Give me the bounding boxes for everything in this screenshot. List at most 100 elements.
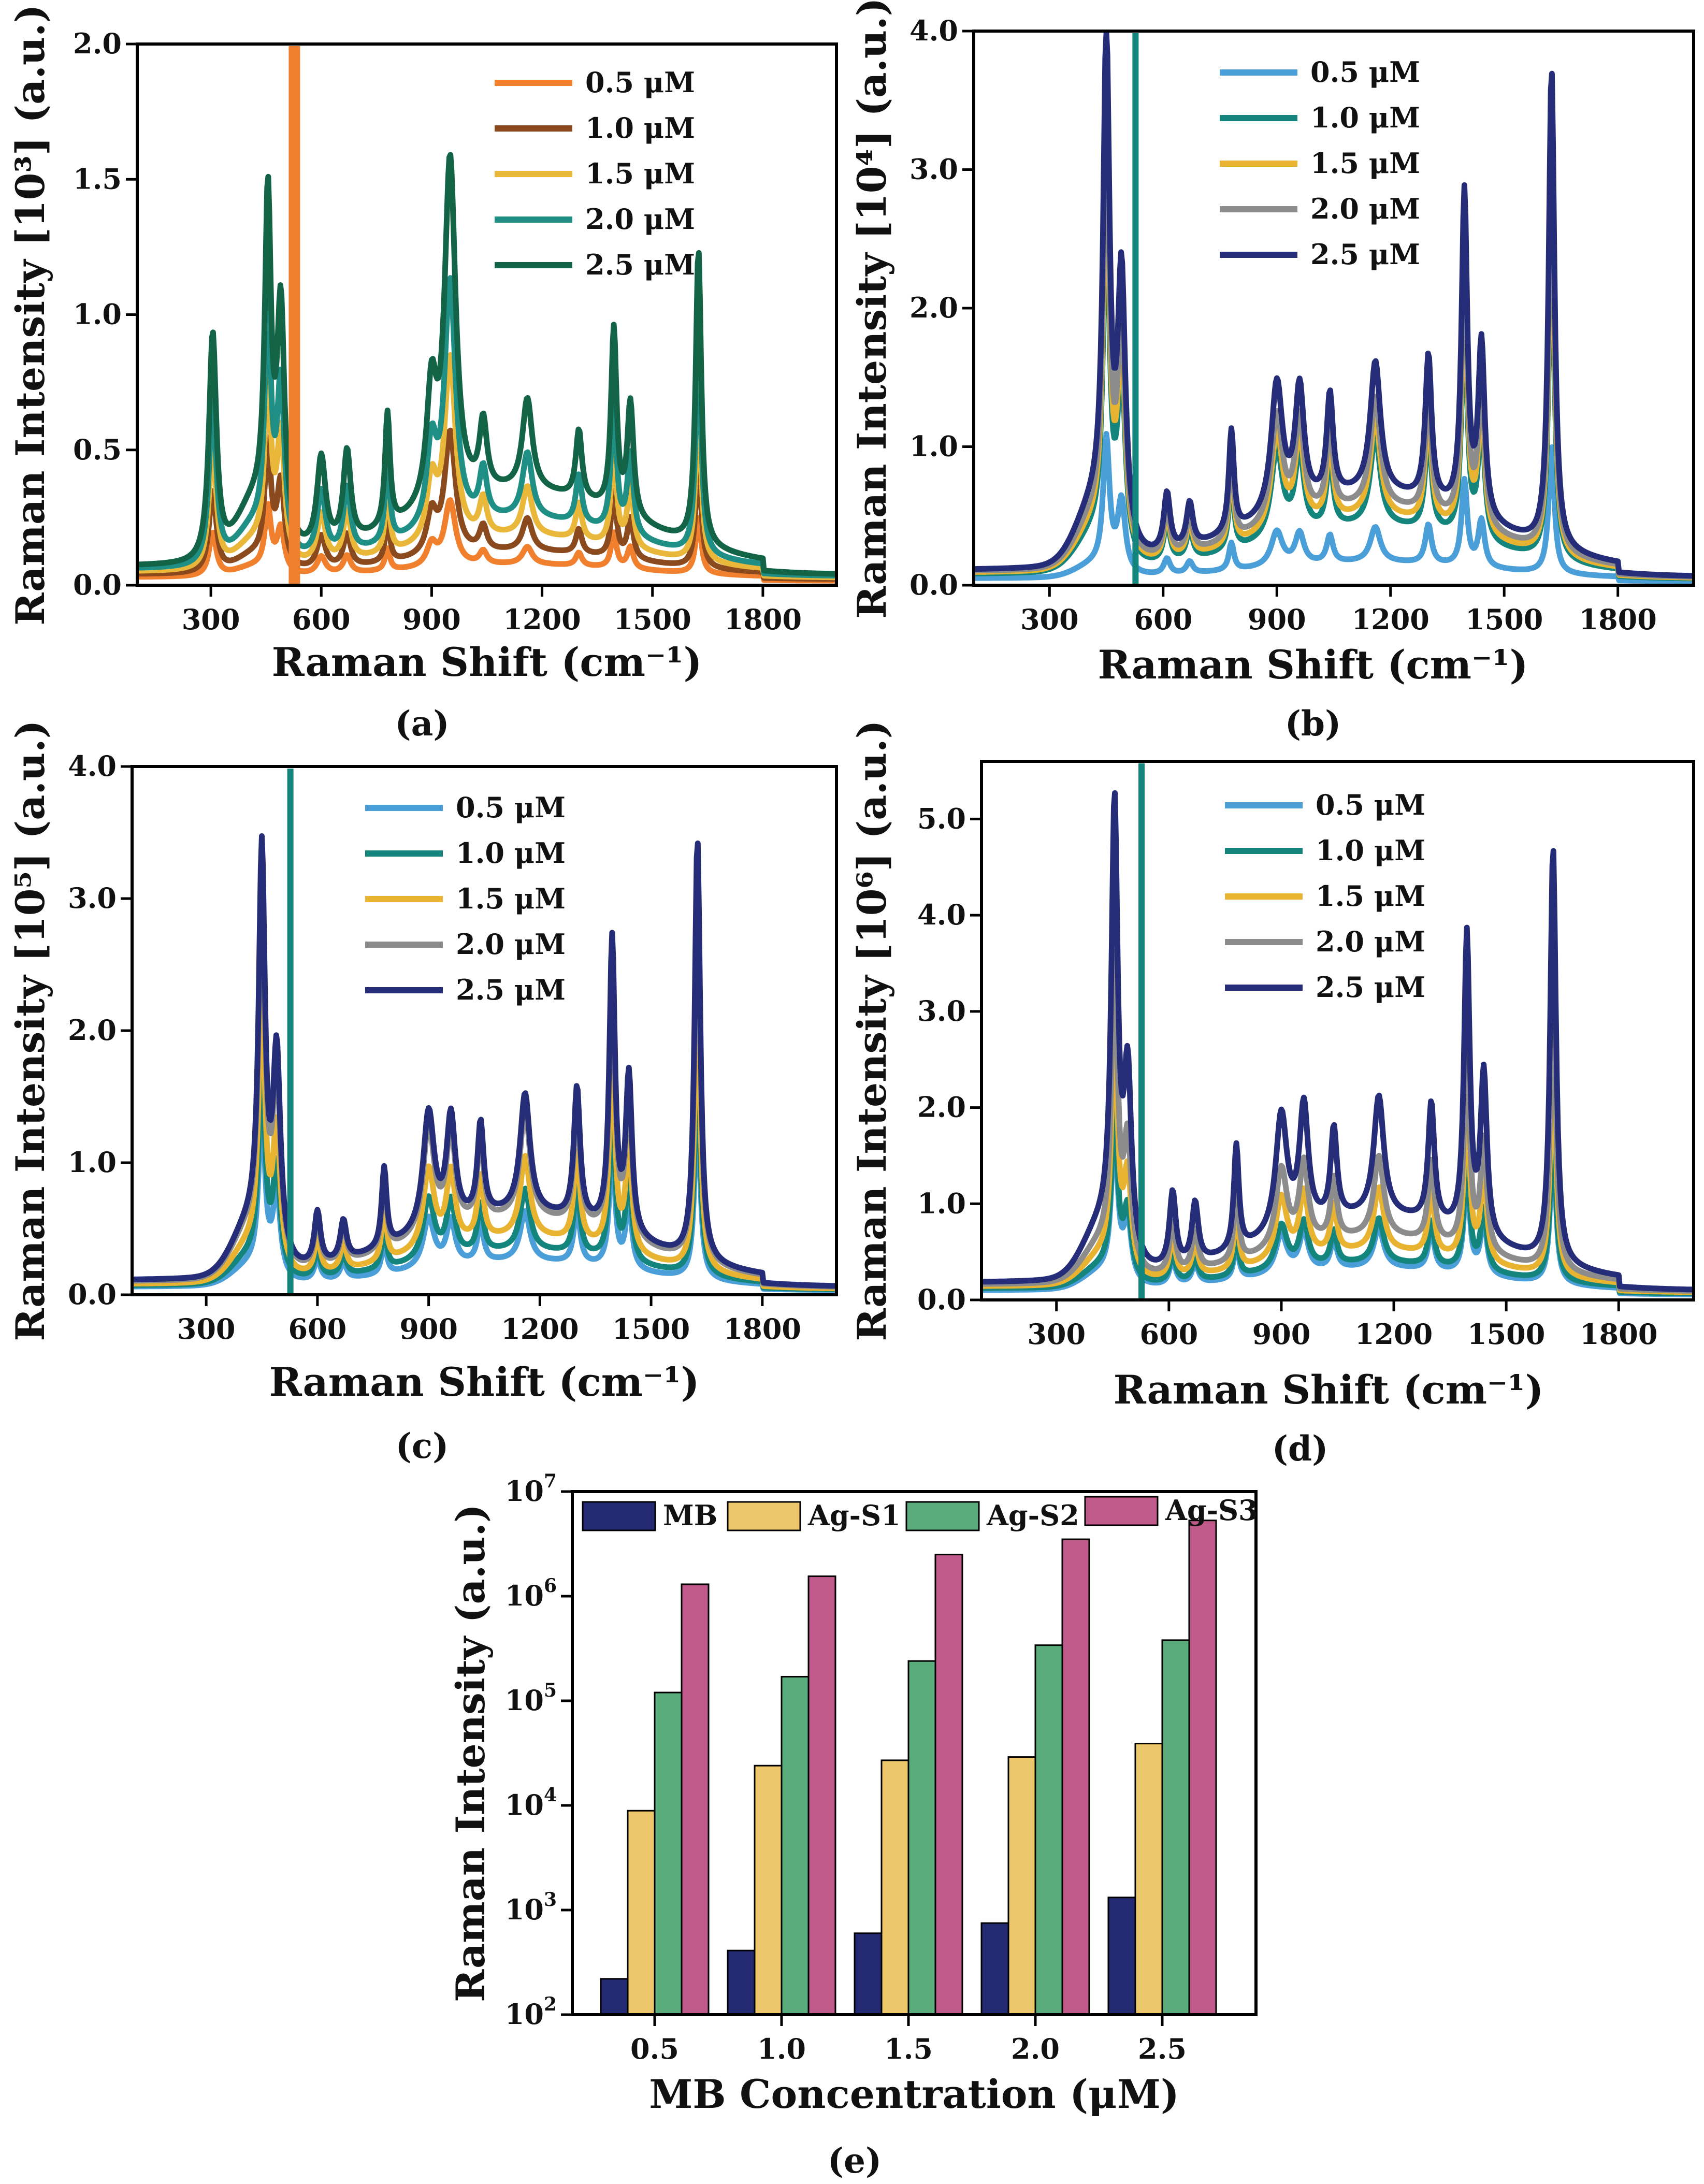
y-ticks-a: 0.0 0.5 1.0 1.5 2.0 [73, 27, 137, 601]
y-ticks-d: 0.0 1.0 2.0 3.0 4.0 5.0 [917, 802, 981, 1316]
x-ticks-b: 300 600 900 1200 1500 1800 [1020, 585, 1657, 636]
y-tick-label-b-1: 1.0 [909, 430, 958, 463]
panel-label-b: (b) [1285, 703, 1341, 744]
bar-ag-s1-2.0 [1007, 1756, 1036, 2016]
x-tick-label-a-2: 900 [402, 603, 461, 636]
legend-label-e-2: Ag-S2 [986, 1499, 1079, 1532]
panel-b: 300 600 900 1200 1500 1800 0.0 1.0 2.0 3… [849, 0, 1695, 744]
y-tick-exp-e-1: 3 [544, 1889, 557, 1911]
x-tick-label-c-3: 1200 [501, 1312, 579, 1346]
y-tick-label-e-2: 104 [505, 1784, 557, 1821]
legend-label-c-3: 2.0 μM [456, 928, 566, 961]
y-ticks-c: 0.0 1.0 2.0 3.0 4.0 [68, 749, 132, 1311]
y-tick-label-a-2: 1.0 [73, 298, 122, 331]
x-tick-label-d-0: 300 [1027, 1318, 1086, 1351]
panel-c: 300 600 900 1200 1500 1800 0.0 1.0 2.0 3… [7, 720, 838, 1466]
x-tick-label-b-2: 900 [1248, 603, 1306, 636]
bar-ag-s2-1.0 [781, 1675, 810, 2016]
legend-b: 0.5 μM 1.0 μM 1.5 μM 2.0 μM 2.5 μM [1220, 55, 1420, 271]
legend-a: 0.5 μM 1.0 μM 1.5 μM 2.0 μM 2.5 μM [495, 66, 695, 281]
y-tick-label-e-4: 106 [505, 1575, 557, 1612]
legend-label-a-3: 2.0 μM [585, 203, 695, 236]
y-tick-label-b-3: 3.0 [909, 153, 958, 186]
spectrum-c-0 [131, 1099, 837, 1293]
y-tick-label-a-4: 2.0 [73, 27, 122, 60]
y-tick-label-c-1: 1.0 [68, 1146, 117, 1179]
spectrum-b-0 [973, 431, 1695, 584]
x-tick-label-b-1: 600 [1134, 603, 1192, 636]
spectra-a [136, 46, 837, 585]
y-tick-exp-e-5: 7 [544, 1470, 557, 1492]
x-tick-label-e-1: 1.0 [757, 2032, 806, 2065]
legend-swatch-e-2 [905, 1501, 980, 1531]
y-tick-label-d-5: 5.0 [917, 802, 966, 835]
x-tick-label-c-1: 600 [288, 1312, 347, 1346]
legend-c: 0.5 μM 1.0 μM 1.5 μM 2.0 μM 2.5 μM [365, 791, 566, 1006]
spectra-c [131, 769, 837, 1295]
y-tick-label-c-3: 3.0 [68, 881, 117, 915]
legend-label-a-0: 0.5 μM [585, 66, 695, 99]
x-axis-label-d: Raman Shift (cm⁻¹) [1114, 1367, 1544, 1413]
x-tick-label-a-3: 1200 [503, 603, 581, 636]
x-ticks-c: 300 600 900 1200 1500 1800 [177, 1295, 801, 1346]
plot-frame-e [571, 1490, 1258, 2016]
y-tick-label-d-0: 0.0 [917, 1283, 966, 1316]
y-axis-label-c: Raman Intensity [10⁵] (a.u.) [7, 720, 53, 1341]
y-tick-label-d-2: 2.0 [917, 1091, 966, 1124]
y-tick-label-d-3: 3.0 [917, 994, 966, 1028]
legend-swatch-e-1 [727, 1501, 801, 1531]
y-tick-label-d-4: 4.0 [917, 898, 966, 931]
y-tick-label-e-3: 105 [505, 1680, 557, 1717]
y-axis-label-d: Raman Intensity [10⁶] (a.u.) [849, 720, 895, 1341]
x-tick-label-b-4: 1500 [1465, 603, 1543, 636]
bar-ag-s3-0.5 [681, 1583, 710, 2016]
spectrum-a-1 [136, 427, 837, 582]
x-tick-label-e-4: 2.5 [1138, 2032, 1187, 2065]
legend-label-d-1: 1.0 μM [1316, 834, 1425, 867]
spectrum-d-2 [980, 1024, 1695, 1295]
y-tick-label-a-0: 0.0 [73, 568, 122, 601]
x-tick-label-c-5: 1800 [724, 1312, 801, 1346]
bar-mb-1.5 [854, 1932, 883, 2016]
y-ticks-b: 0.0 1.0 2.0 3.0 4.0 [909, 14, 974, 601]
x-ticks-e: 0.5 1.0 1.5 2.0 2.5 [630, 2015, 1187, 2065]
legend-label-e-0: MB [663, 1499, 717, 1532]
legend-label-d-0: 0.5 μM [1316, 788, 1425, 821]
x-axis-label-e: MB Concentration (μM) [649, 2071, 1179, 2117]
y-tick-label-b-2: 2.0 [909, 291, 958, 324]
x-tick-label-a-1: 600 [292, 603, 351, 636]
y-axis-label-b: Raman Intensity [10⁴] (a.u.) [849, 0, 895, 619]
x-tick-label-b-5: 1800 [1579, 603, 1657, 636]
spectrum-a-0 [136, 497, 837, 584]
x-tick-label-d-1: 600 [1139, 1318, 1198, 1351]
x-tick-label-b-0: 300 [1020, 603, 1079, 636]
x-tick-label-a-0: 300 [182, 603, 240, 636]
bars-e [600, 1520, 1217, 2016]
bar-mb-1.0 [727, 1949, 756, 2016]
bar-ag-s2-1.5 [907, 1660, 936, 2016]
x-tick-label-a-4: 1500 [614, 603, 691, 636]
x-tick-label-c-0: 300 [177, 1312, 236, 1346]
y-tick-label-e-5: 107 [505, 1470, 557, 1508]
legend-label-d-3: 2.0 μM [1316, 925, 1425, 958]
legend-swatch-e-3 [1084, 1496, 1159, 1526]
bar-mb-0.5 [600, 1978, 629, 2016]
spectra-b [973, 30, 1695, 585]
panel-a: 300 600 900 1200 1500 1800 0.0 0.5 1.0 1… [7, 4, 838, 744]
bar-ag-s1-2.5 [1134, 1743, 1163, 2016]
bar-ag-s1-1.0 [754, 1764, 783, 2016]
y-tick-label-b-0: 0.0 [909, 568, 958, 601]
x-tick-label-e-3: 2.0 [1011, 2032, 1060, 2065]
x-tick-label-d-2: 900 [1252, 1318, 1311, 1351]
y-tick-exp-e-4: 6 [544, 1575, 557, 1597]
legend-swatch-e-0 [582, 1501, 656, 1531]
bar-ag-s3-1.5 [934, 1554, 963, 2016]
x-axis-label-c: Raman Shift (cm⁻¹) [269, 1359, 700, 1405]
legend-d: 0.5 μM 1.0 μM 1.5 μM 2.0 μM 2.5 μM [1225, 788, 1425, 1004]
panel-e: 0.5 1.0 1.5 2.0 2.5 102 103 104 105 106 … [447, 1470, 1258, 2181]
x-ticks-a: 300 600 900 1200 1500 1800 [182, 585, 802, 636]
spectrum-c-4 [131, 833, 837, 1289]
spectra-d [980, 763, 1695, 1300]
bar-ag-s3-2.0 [1061, 1538, 1090, 2016]
legend-label-d-2: 1.5 μM [1316, 879, 1425, 913]
